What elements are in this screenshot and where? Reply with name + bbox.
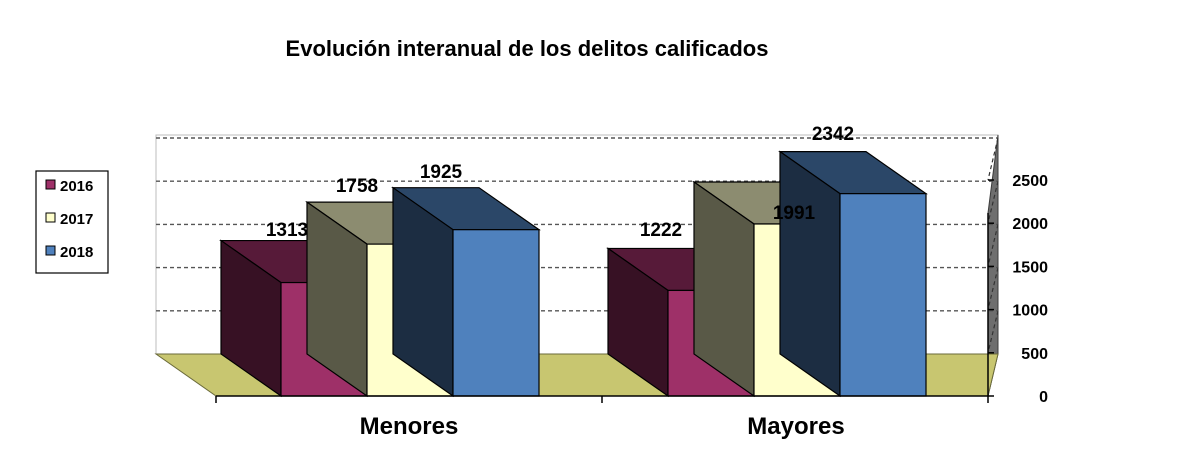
- bar-side: [779, 150, 841, 398]
- gridline: [987, 224, 999, 267]
- legend: 2016 2017 2018: [35, 170, 109, 274]
- legend-label: 2016: [60, 178, 93, 195]
- y-tick-label: 0: [1039, 389, 1048, 406]
- data-label: 2342: [812, 124, 854, 145]
- y-tick-label: 1500: [1012, 259, 1048, 276]
- y-tick-label: 1000: [1012, 303, 1048, 320]
- data-label: 1758: [336, 176, 378, 197]
- plot-area: 1313 1758 1925 1222 1991 2342 0 500 1000 1500 2000…: [154, 124, 1048, 440]
- legend-swatch: [45, 212, 56, 223]
- data-label: 1991: [773, 203, 816, 224]
- legend-label: 2017: [60, 211, 93, 228]
- data-label: 1313: [266, 220, 308, 241]
- y-tick-label: 2000: [1012, 216, 1048, 233]
- category-label: Menores: [360, 413, 459, 440]
- chart-title: Evolución interanual de los delitos cali…: [286, 36, 769, 61]
- gridline: [987, 181, 999, 224]
- legend-swatch: [45, 179, 56, 190]
- bar: [452, 229, 540, 397]
- data-label: 1925: [420, 162, 463, 183]
- y-tick-label: 2500: [1012, 173, 1048, 190]
- legend-label: 2018: [60, 244, 93, 261]
- legend-swatch: [45, 245, 56, 256]
- data-label: 1222: [640, 220, 682, 241]
- gridline: [987, 137, 999, 181]
- bar: [839, 193, 927, 397]
- gridline: [987, 310, 999, 353]
- y-tick-label: 500: [1021, 346, 1048, 363]
- gridline: [987, 267, 999, 310]
- category-label: Mayores: [747, 413, 844, 440]
